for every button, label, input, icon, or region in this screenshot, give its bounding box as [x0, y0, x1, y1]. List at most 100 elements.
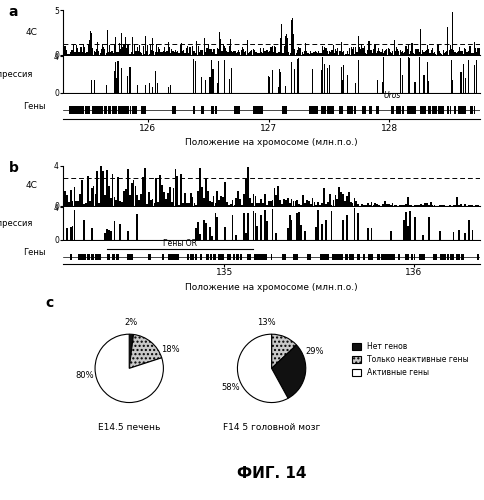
Bar	[242, 194, 244, 205]
Bar	[343, 51, 344, 54]
Bar	[71, 50, 72, 54]
Bar	[195, 254, 197, 260]
Bar	[299, 48, 300, 54]
Bar	[189, 193, 191, 205]
Bar	[464, 106, 465, 114]
Bar	[199, 254, 202, 260]
Bar	[187, 204, 189, 206]
Bar	[274, 46, 276, 54]
Bar	[176, 254, 179, 260]
Bar	[432, 254, 436, 260]
Bar	[339, 254, 342, 260]
Bar	[380, 254, 384, 260]
Bar	[349, 202, 351, 205]
Bar	[212, 196, 214, 205]
Bar	[199, 50, 201, 54]
Bar	[312, 106, 317, 114]
Bar	[302, 195, 303, 205]
Bar	[206, 254, 209, 260]
Bar	[236, 254, 239, 260]
Bar	[72, 201, 73, 205]
Bar	[376, 52, 377, 54]
Bar	[210, 202, 212, 205]
Bar	[387, 254, 391, 260]
Bar	[178, 53, 179, 54]
Bar	[352, 48, 353, 54]
Bar	[322, 50, 323, 54]
Bar	[80, 46, 81, 54]
Bar	[88, 44, 89, 54]
Bar	[324, 254, 328, 260]
Bar	[467, 60, 468, 92]
Bar	[355, 83, 356, 92]
Bar	[171, 49, 172, 54]
Text: 18%: 18%	[161, 345, 179, 354]
Bar	[353, 208, 355, 240]
Bar	[275, 195, 277, 205]
Bar	[85, 106, 90, 114]
Bar	[128, 45, 129, 54]
Bar	[200, 254, 202, 260]
Bar	[439, 254, 441, 260]
Bar	[106, 254, 110, 260]
Bar	[140, 52, 141, 54]
Bar	[106, 170, 107, 205]
Bar	[312, 69, 313, 92]
Bar	[228, 80, 229, 92]
Bar	[273, 188, 275, 206]
Bar	[119, 224, 121, 240]
Bar	[385, 204, 387, 206]
Bar	[277, 186, 279, 206]
Bar	[298, 204, 300, 206]
Bar	[411, 106, 414, 114]
Bar	[83, 204, 85, 206]
Bar	[292, 34, 294, 54]
Bar	[210, 60, 212, 92]
X-axis label: Положение на хромосоме (млн.п.о.): Положение на хромосоме (млн.п.о.)	[185, 282, 357, 292]
Bar	[145, 86, 146, 92]
Bar	[341, 52, 343, 54]
Bar	[127, 231, 128, 240]
Bar	[475, 60, 476, 92]
Bar	[119, 43, 120, 54]
Bar	[90, 31, 91, 54]
Bar	[296, 254, 297, 260]
Bar	[472, 106, 474, 114]
Bar	[265, 221, 267, 240]
Bar	[410, 254, 413, 260]
Bar	[130, 52, 132, 54]
Bar	[284, 254, 286, 260]
Bar	[125, 48, 127, 54]
Bar	[425, 204, 427, 206]
Bar	[469, 46, 470, 54]
Bar	[443, 53, 444, 54]
Bar	[278, 69, 279, 92]
Bar	[328, 64, 330, 92]
Bar	[110, 52, 111, 54]
Bar	[476, 205, 478, 206]
Bar	[183, 50, 184, 54]
Bar	[457, 230, 459, 240]
Bar	[405, 254, 408, 260]
Text: c: c	[45, 296, 54, 310]
Bar	[265, 205, 267, 206]
Bar	[350, 47, 351, 54]
Bar	[438, 106, 440, 114]
Bar	[405, 106, 406, 114]
Text: 2%: 2%	[124, 318, 137, 326]
Bar	[152, 87, 153, 92]
Bar	[195, 52, 196, 54]
Bar	[118, 106, 121, 114]
Bar	[279, 200, 281, 205]
Title: F14 5 головной мозг: F14 5 головной мозг	[223, 423, 319, 432]
Bar	[350, 254, 353, 260]
Bar	[387, 204, 389, 206]
Bar	[70, 190, 72, 206]
Bar	[374, 44, 375, 54]
Bar	[246, 40, 247, 54]
Bar	[389, 254, 391, 260]
Bar	[309, 106, 313, 114]
Bar	[170, 254, 172, 260]
Bar	[382, 52, 383, 54]
Bar	[174, 254, 175, 260]
